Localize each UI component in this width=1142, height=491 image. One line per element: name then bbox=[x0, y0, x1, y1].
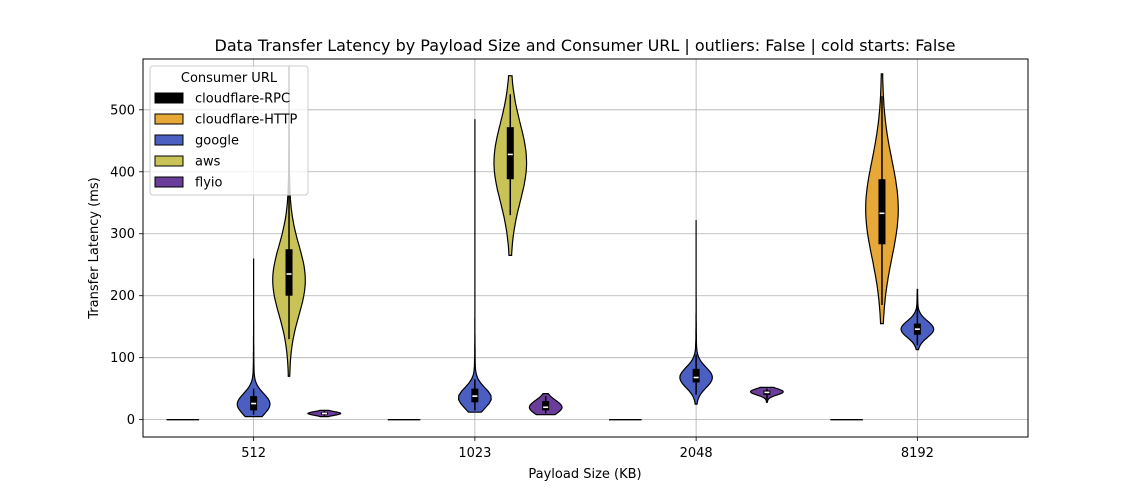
violin-body bbox=[236, 258, 271, 418]
violin-iqr-box bbox=[878, 179, 886, 245]
plot-frame bbox=[142, 58, 1029, 438]
x-tick-label: 1023 bbox=[458, 446, 491, 461]
x-axis-label: Payload Size (KB) bbox=[528, 467, 641, 482]
violin-iqr-box bbox=[692, 368, 700, 383]
x-tick-label: 2048 bbox=[680, 446, 713, 461]
violin-iqr-box bbox=[506, 127, 514, 180]
violin-google-2048 bbox=[679, 220, 714, 405]
x-tick-label: 512 bbox=[241, 446, 266, 461]
violin-google-8192 bbox=[900, 288, 935, 351]
legend-swatch-aws bbox=[154, 155, 184, 167]
chart-title: Data Transfer Latency by Payload Size an… bbox=[215, 36, 956, 55]
violin-google-1023 bbox=[457, 119, 492, 413]
legend-label-aws: aws bbox=[195, 155, 221, 170]
violin-iqr-box bbox=[542, 401, 550, 411]
legend-title: Consumer URL bbox=[181, 71, 278, 86]
legend-swatch-flyio bbox=[154, 176, 184, 188]
violin-flyio-512 bbox=[306, 409, 342, 418]
legend-label-google: google bbox=[195, 134, 239, 149]
violin-aws-1023 bbox=[493, 75, 528, 256]
legend-label-cloudflare-RPC: cloudflare-RPC bbox=[195, 92, 290, 107]
legend-items: cloudflare-RPC cloudflare-HTTP google aws fl… bbox=[154, 92, 298, 191]
y-tick-label: 0 bbox=[127, 413, 135, 428]
y-tick-label: 100 bbox=[110, 351, 135, 366]
x-tick-label: 8192 bbox=[901, 446, 934, 461]
y-axis-label: Transfer Latency (ms) bbox=[87, 177, 102, 320]
y-tick-label: 200 bbox=[110, 289, 135, 304]
y-tick-label: 300 bbox=[110, 227, 135, 242]
violin-google-512 bbox=[236, 258, 271, 418]
violin-cloudflare-HTTP-8192 bbox=[865, 73, 899, 325]
violin-body bbox=[679, 220, 714, 405]
y-tick-label: 400 bbox=[110, 165, 135, 180]
legend-swatch-cloudflare-RPC bbox=[154, 92, 184, 104]
violin-body bbox=[457, 119, 492, 413]
violin-flyio-2048 bbox=[749, 386, 784, 403]
legend-swatch-cloudflare-HTTP bbox=[154, 113, 184, 125]
legend: Consumer URL cloudflare-RPC cloudflare-HT… bbox=[149, 65, 309, 196]
violin-marks bbox=[166, 65, 935, 421]
y-axis-ticks: 0 100 200 300 400 500 bbox=[110, 103, 143, 428]
y-tick-label: 500 bbox=[110, 103, 135, 118]
violin-flyio-1023 bbox=[528, 393, 563, 416]
legend-label-cloudflare-HTTP: cloudflare-HTTP bbox=[195, 113, 298, 128]
legend-swatch-google bbox=[154, 134, 184, 146]
x-axis-ticks: 512 1023 2048 8192 bbox=[241, 437, 934, 461]
legend-box bbox=[149, 65, 309, 196]
violin-iqr-box bbox=[285, 249, 293, 296]
legend-label-flyio: flyio bbox=[195, 176, 222, 191]
